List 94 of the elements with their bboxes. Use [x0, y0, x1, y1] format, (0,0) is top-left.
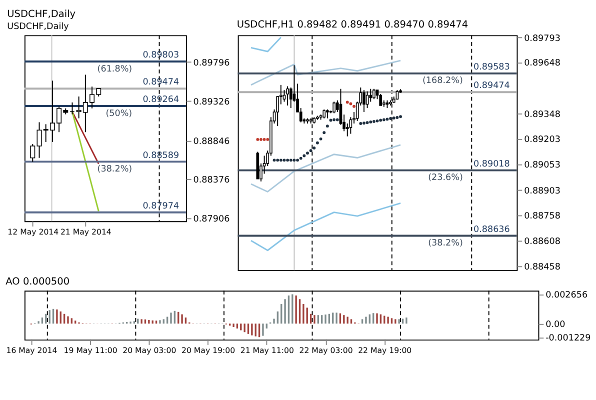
ref-line-label: 0.87974 — [142, 201, 180, 212]
annotation: (50%) — [106, 108, 132, 119]
point — [332, 118, 336, 122]
point — [299, 156, 302, 160]
x-tick-label: 21 May 2014 — [60, 227, 112, 236]
y-tick-label: 0.002656 — [546, 290, 588, 301]
y-tick-label: 0.88608 — [524, 237, 560, 248]
point — [396, 116, 399, 119]
y-tick-label: -0.001229 — [546, 334, 591, 344]
chart-title: USDCHF,Daily — [7, 9, 76, 20]
annotation: (23.6%) — [428, 173, 463, 184]
point — [292, 158, 296, 162]
point — [289, 158, 292, 162]
annotation: (61.8%) — [97, 64, 132, 74]
candlestick — [369, 88, 372, 102]
x-tick-label: 20 May 19:00 — [181, 346, 236, 355]
point — [309, 149, 312, 152]
annotation: (38.2%) — [428, 238, 463, 249]
y-tick-label: 0.00 — [546, 320, 566, 330]
ref-line-label: 0.89583 — [473, 62, 510, 73]
y-tick-label: 0.89203 — [524, 135, 560, 146]
point — [382, 118, 386, 122]
chart-subtitle: USDCHF,Daily — [7, 22, 69, 32]
point — [346, 100, 349, 104]
point — [329, 118, 332, 122]
point — [306, 152, 309, 155]
y-tick-label: 0.88903 — [524, 186, 560, 196]
point — [312, 146, 316, 150]
line-series — [250, 202, 402, 252]
y-tick-label: 0.88376 — [193, 176, 230, 186]
y-tick-label: 0.89648 — [524, 58, 560, 69]
point — [322, 131, 326, 134]
point — [319, 137, 322, 140]
annotation: (168.2%) — [422, 76, 463, 86]
line-series — [250, 144, 402, 192]
ref-line-label: 0.88636 — [473, 224, 510, 235]
ref-line-label: 0.89474 — [473, 81, 510, 92]
candlestick — [332, 101, 336, 114]
point — [359, 122, 362, 125]
point — [376, 119, 379, 122]
point — [352, 104, 356, 108]
y-tick-label: 0.89326 — [193, 97, 230, 108]
point — [399, 115, 402, 118]
point — [286, 158, 290, 162]
point — [302, 154, 306, 158]
point — [336, 118, 339, 122]
point — [256, 138, 260, 141]
x-tick-label: 20 May 03:00 — [122, 346, 176, 355]
y-tick-label: 0.88758 — [524, 211, 560, 222]
ref-line-label: 0.89018 — [473, 159, 510, 170]
chart-title: USDCHF,H1 0.89482 0.89491 0.89470 0.89474 — [236, 20, 468, 31]
point — [326, 124, 329, 128]
candlestick — [379, 94, 382, 106]
y-tick-label: 0.87906 — [193, 214, 230, 224]
point — [279, 158, 282, 162]
point — [260, 138, 262, 141]
ref-line-label: 0.89264 — [142, 95, 180, 106]
x-tick-label: 12 May 2014 — [8, 227, 59, 236]
point — [362, 122, 366, 125]
point — [366, 121, 369, 124]
y-tick-label: 0.89053 — [524, 160, 560, 171]
point — [372, 120, 376, 123]
point — [272, 158, 276, 162]
ref-line-label: 0.89803 — [142, 50, 180, 61]
x-tick-label: 22 May 19:00 — [358, 346, 412, 355]
point — [379, 118, 382, 122]
point — [266, 138, 270, 141]
line-series — [250, 60, 402, 86]
y-tick-label: 0.89796 — [193, 58, 230, 69]
point — [386, 118, 389, 121]
point — [392, 116, 396, 120]
ref-line-label: 0.88589 — [142, 150, 180, 161]
candlestick — [286, 86, 289, 106]
candlestick — [362, 90, 366, 112]
candlestick — [372, 88, 376, 100]
x-tick-label: 22 May 03:00 — [299, 346, 353, 355]
candlestick — [30, 144, 36, 162]
chart-title: AO 0.000500 — [6, 276, 70, 288]
x-tick-label: 19 May 11:00 — [64, 346, 118, 355]
point — [276, 158, 280, 162]
point — [349, 102, 352, 106]
x-tick-label: 16 May 2014 — [6, 346, 58, 355]
y-tick-label: 0.88458 — [524, 262, 560, 273]
point — [282, 158, 286, 162]
point — [369, 120, 372, 124]
point — [262, 138, 266, 141]
ref-line-label: 0.89474 — [142, 78, 180, 88]
annotation: (38.2%) — [97, 164, 132, 174]
y-tick-label: 0.89348 — [524, 110, 560, 120]
x-tick-label: 21 May 11:00 — [240, 346, 294, 355]
y-tick-label: 0.88846 — [193, 136, 230, 147]
point — [296, 158, 299, 162]
point — [316, 141, 319, 144]
y-tick-label: 0.89793 — [524, 34, 560, 44]
